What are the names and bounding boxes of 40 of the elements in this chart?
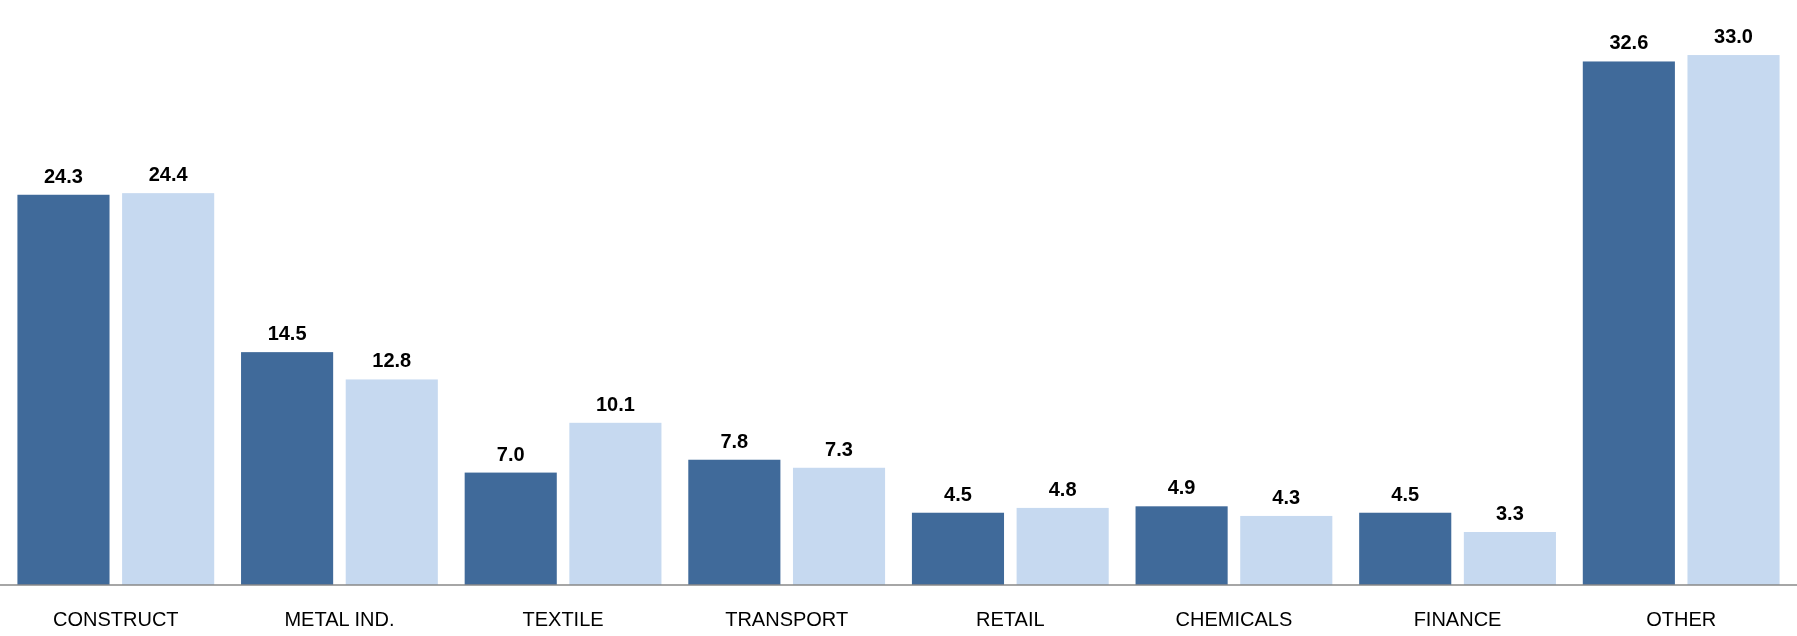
bar	[1582, 61, 1675, 585]
x-tick-label: RETAIL	[976, 608, 1045, 630]
data-label: 33.0	[1714, 25, 1753, 48]
data-label: 4.9	[1167, 476, 1196, 499]
x-tick-label: TRANSPORT	[725, 608, 849, 630]
bar	[1016, 507, 1109, 585]
data-label: 12.8	[372, 349, 412, 372]
bar	[1135, 506, 1228, 585]
data-label: 4.5	[1391, 482, 1420, 505]
data-label: 4.8	[1048, 477, 1077, 500]
bar	[1687, 55, 1780, 585]
x-tick-label: OTHER	[1646, 608, 1717, 630]
bar	[122, 193, 215, 585]
bar	[17, 194, 110, 585]
bar	[1359, 512, 1452, 585]
x-tick-label: METAL IND.	[284, 608, 395, 630]
bar	[792, 467, 886, 585]
x-tick-label: CHEMICALS	[1175, 608, 1293, 630]
x-tick-label: CONSTRUCT	[53, 608, 179, 630]
bar	[569, 422, 662, 585]
data-label: 32.6	[1609, 31, 1649, 54]
data-label: 4.3	[1272, 485, 1301, 508]
data-label: 7.0	[496, 442, 525, 465]
data-label: 7.3	[825, 437, 853, 460]
bar	[688, 459, 781, 585]
data-label: 24.3	[44, 164, 83, 187]
x-tick-label: TEXTILE	[522, 608, 604, 630]
bar	[1240, 515, 1333, 585]
data-label: 10.1	[595, 392, 635, 415]
x-tick-label: FINANCE	[1413, 608, 1502, 630]
data-label: 7.8	[720, 429, 749, 452]
bar	[911, 512, 1005, 585]
bar	[241, 352, 334, 585]
bar	[1463, 532, 1556, 585]
data-label: 3.3	[1495, 502, 1524, 524]
bar	[345, 379, 438, 585]
data-label: 24.4	[148, 163, 189, 186]
data-label: 14.5	[267, 322, 307, 345]
data-label: 4.5	[944, 482, 972, 505]
bar	[464, 472, 557, 585]
